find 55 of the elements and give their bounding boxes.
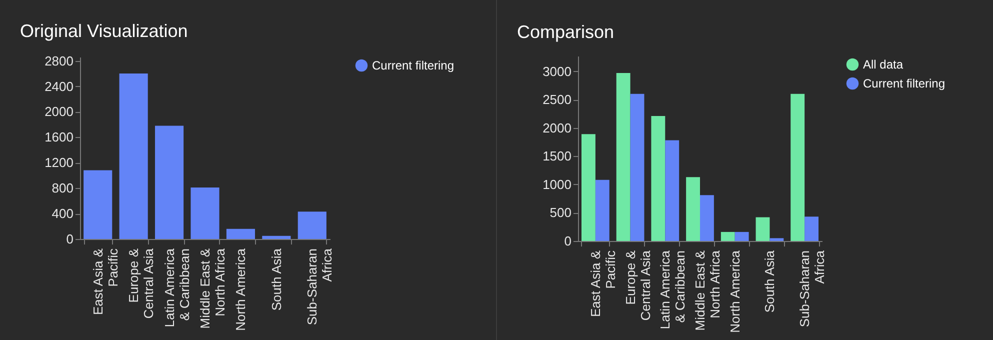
- bar: [770, 238, 784, 241]
- x-tick-label: North America: [233, 248, 248, 331]
- y-tick-label: 2000: [542, 120, 572, 136]
- bar: [665, 140, 680, 241]
- bar: [262, 236, 291, 239]
- x-tick-label: East Asia & Pacific: [588, 250, 618, 317]
- legend-label: Current filtering: [863, 76, 946, 90]
- chart-title: Comparison: [517, 22, 614, 42]
- legend-label: All data: [863, 58, 904, 72]
- x-tick-label: Latin America & Caribbean: [162, 248, 192, 328]
- x-tick-label: North America: [727, 250, 742, 333]
- bar: [595, 180, 610, 241]
- y-tick-label: 2500: [542, 92, 572, 108]
- bar: [720, 232, 735, 241]
- y-tick-label: 800: [52, 180, 74, 196]
- y-tick-label: 2000: [44, 104, 74, 120]
- y-tick-label: 2400: [44, 78, 74, 94]
- x-tick-label: East Asia & Pacific: [90, 248, 120, 315]
- bar: [190, 187, 220, 239]
- y-tick-label: 400: [52, 206, 74, 222]
- x-tick-label: Middle East & North Africa: [198, 248, 228, 329]
- x-tick-label: Europe & Central Asia: [622, 250, 653, 321]
- y-tick-label: 500: [550, 205, 572, 220]
- y-tick-label: 0: [564, 234, 572, 248]
- x-tick-label: Europe & Central Asia: [126, 248, 156, 319]
- x-tick-label: South Asia: [268, 248, 284, 311]
- bar: [616, 72, 630, 241]
- x-tick-label: Sub-Saharan Africa: [304, 248, 335, 326]
- y-tick-label: 1500: [542, 148, 572, 164]
- bar: [581, 134, 596, 241]
- x-tick-label: Latin America & Caribbean: [658, 250, 688, 330]
- legend-label: Current filtering: [372, 58, 454, 72]
- bar: [804, 216, 819, 241]
- y-tick-label: 3000: [542, 64, 572, 79]
- bar: [756, 217, 770, 241]
- bar: [630, 94, 644, 241]
- bar: [298, 212, 326, 239]
- bar: [119, 74, 148, 239]
- x-tick-label: South Asia: [762, 250, 778, 313]
- y-tick-label: 0: [66, 232, 74, 246]
- bar: [700, 195, 714, 241]
- chart-title: Original Visualization: [20, 20, 188, 41]
- bar: [226, 228, 255, 239]
- bar: [84, 170, 112, 239]
- bar: [790, 94, 805, 241]
- bar: [651, 116, 666, 241]
- bar: [734, 232, 749, 241]
- y-tick-label: 1200: [44, 155, 74, 170]
- y-tick-label: 2800: [44, 53, 74, 68]
- x-tick-label: Middle East & North Africa: [692, 250, 722, 331]
- bar: [686, 177, 700, 241]
- y-tick-label: 1000: [542, 176, 572, 192]
- bar: [155, 126, 184, 239]
- x-tick-label: Sub-Saharan Africa: [797, 250, 828, 328]
- y-tick-label: 1600: [44, 130, 74, 145]
